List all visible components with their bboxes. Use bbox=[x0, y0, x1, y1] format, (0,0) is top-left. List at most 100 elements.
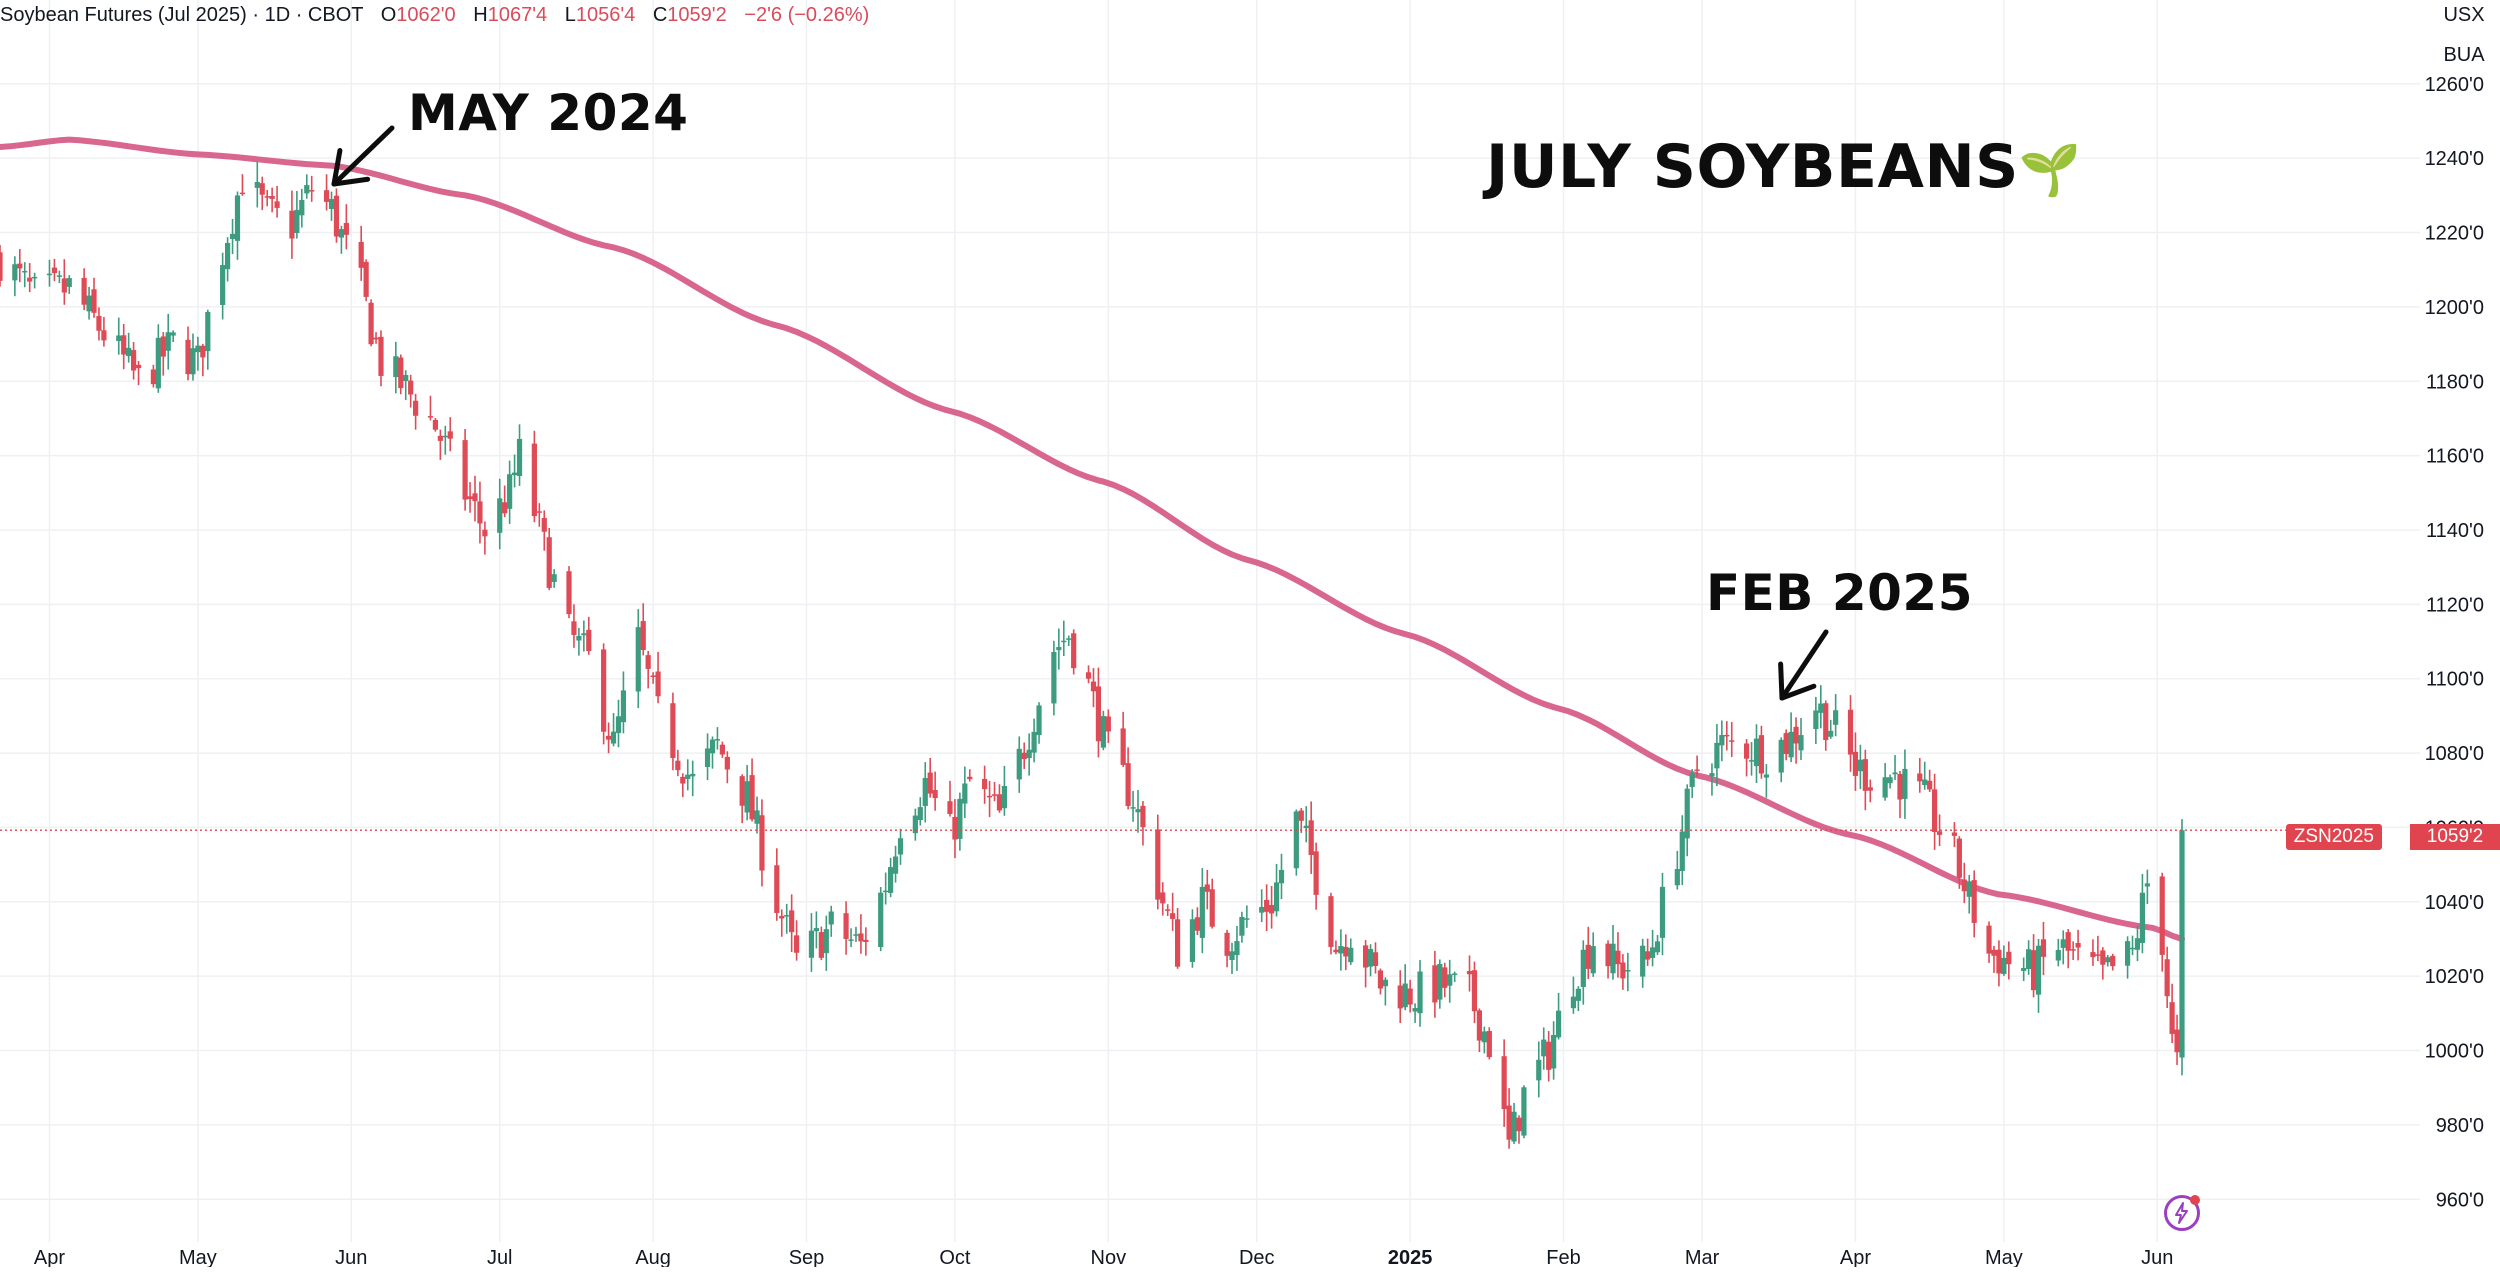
candle-body bbox=[986, 795, 993, 798]
candle-body bbox=[1348, 947, 1354, 963]
candle-body bbox=[343, 222, 349, 235]
candle-body bbox=[1828, 730, 1834, 737]
candle-body bbox=[1551, 1035, 1557, 1069]
candle-body bbox=[304, 185, 310, 194]
candle-body bbox=[1580, 949, 1586, 988]
candle-body bbox=[1412, 1008, 1418, 1012]
candle-body bbox=[234, 195, 241, 241]
y-tick-label: 1120'0 bbox=[2426, 594, 2484, 616]
candle-body bbox=[1090, 681, 1097, 692]
candle-body bbox=[2070, 949, 2076, 951]
candle-body bbox=[566, 571, 572, 615]
candle-body bbox=[1204, 884, 1210, 892]
y-tick-label: 1020'0 bbox=[2425, 966, 2484, 988]
candle-body bbox=[1897, 774, 1903, 800]
quantity-unit[interactable]: BUA bbox=[2443, 44, 2485, 66]
candle-body bbox=[1051, 651, 1057, 704]
candle-body bbox=[1407, 988, 1413, 1005]
candle-body bbox=[1432, 965, 1438, 1003]
candle-body bbox=[338, 229, 345, 238]
candle-body bbox=[724, 756, 730, 770]
candle-body bbox=[1763, 774, 1769, 778]
symbol-price-tag: ZSN2025 bbox=[2285, 824, 2382, 850]
candle-body bbox=[858, 933, 864, 942]
candle-body bbox=[294, 209, 300, 234]
candle-body bbox=[467, 496, 473, 500]
feb-arrow bbox=[1779, 629, 1829, 701]
candle-body bbox=[1328, 896, 1334, 947]
candle-body bbox=[685, 774, 691, 779]
candle-body bbox=[991, 794, 998, 796]
candle-body bbox=[2035, 945, 2042, 995]
y-tick-label: 1220'0 bbox=[2425, 223, 2484, 245]
candle-body bbox=[91, 289, 97, 313]
candle-body bbox=[2105, 957, 2111, 963]
candle-body bbox=[116, 335, 122, 342]
candle-body bbox=[571, 621, 577, 635]
candle-body bbox=[1031, 731, 1037, 753]
candle-body bbox=[507, 474, 513, 509]
candle-body bbox=[640, 621, 646, 650]
candle-body bbox=[1996, 949, 2002, 974]
x-tick-label: Jun bbox=[335, 1247, 367, 1267]
high-label: H bbox=[473, 4, 488, 26]
candle-body bbox=[413, 400, 419, 416]
candle-body bbox=[952, 816, 958, 840]
candle-body bbox=[1927, 780, 1933, 790]
candle-body bbox=[1724, 734, 1730, 737]
candle-body bbox=[774, 865, 780, 913]
x-tick-label: Jul bbox=[487, 1247, 513, 1267]
currency-unit[interactable]: USX bbox=[2443, 4, 2485, 26]
low-label: L bbox=[564, 4, 576, 26]
candle-body bbox=[1753, 738, 1760, 767]
candle-body bbox=[744, 781, 750, 813]
candle-body bbox=[66, 278, 72, 287]
candle-body bbox=[1625, 969, 1631, 972]
candle-body bbox=[967, 776, 973, 780]
y-tick-label: 1100'0 bbox=[2426, 669, 2484, 691]
candle-body bbox=[1372, 952, 1379, 966]
candle-body bbox=[996, 794, 1003, 811]
candle-body bbox=[897, 838, 904, 855]
candle-body bbox=[843, 913, 849, 939]
candle-body bbox=[477, 501, 483, 524]
high-value: 1067'4 bbox=[487, 4, 548, 26]
candle-body bbox=[1174, 919, 1181, 967]
symbol-title[interactable]: Soybean Futures (Jul 2025) · 1D · CBOT bbox=[0, 4, 364, 26]
annotation-arrows bbox=[331, 125, 1829, 701]
candle-body bbox=[982, 778, 988, 790]
candle-body bbox=[2100, 950, 2106, 965]
candle-body bbox=[680, 776, 686, 784]
candle-body bbox=[1758, 735, 1765, 774]
candle-body bbox=[1273, 882, 1280, 912]
candle-body bbox=[442, 435, 448, 438]
candle-body bbox=[912, 815, 918, 834]
candle-body bbox=[200, 345, 206, 358]
candle-body bbox=[101, 330, 107, 341]
candle-body bbox=[2001, 957, 2007, 974]
candle-body bbox=[1194, 917, 1200, 931]
candle-body bbox=[289, 210, 295, 239]
candle-body bbox=[51, 267, 58, 274]
candle-body bbox=[808, 930, 815, 958]
candle-body bbox=[823, 929, 829, 954]
candle-body bbox=[863, 939, 869, 942]
candle-body bbox=[2075, 942, 2081, 948]
candle-body bbox=[2179, 830, 2185, 1058]
candle-body bbox=[749, 775, 755, 820]
y-tick-label: 1200'0 bbox=[2425, 297, 2484, 319]
candle-body bbox=[1259, 906, 1265, 913]
candle-body bbox=[220, 265, 226, 305]
candle-body bbox=[368, 302, 374, 345]
candle-body bbox=[1343, 946, 1349, 957]
candle-body bbox=[96, 316, 102, 331]
candle-body bbox=[1902, 768, 1908, 799]
candle-body bbox=[1239, 916, 1245, 936]
notification-dot bbox=[2190, 1195, 2200, 1205]
candle-body bbox=[1125, 763, 1131, 806]
y-tick-label: 980'0 bbox=[2436, 1115, 2484, 1137]
candle-body bbox=[789, 910, 795, 933]
candle-body bbox=[947, 801, 953, 815]
